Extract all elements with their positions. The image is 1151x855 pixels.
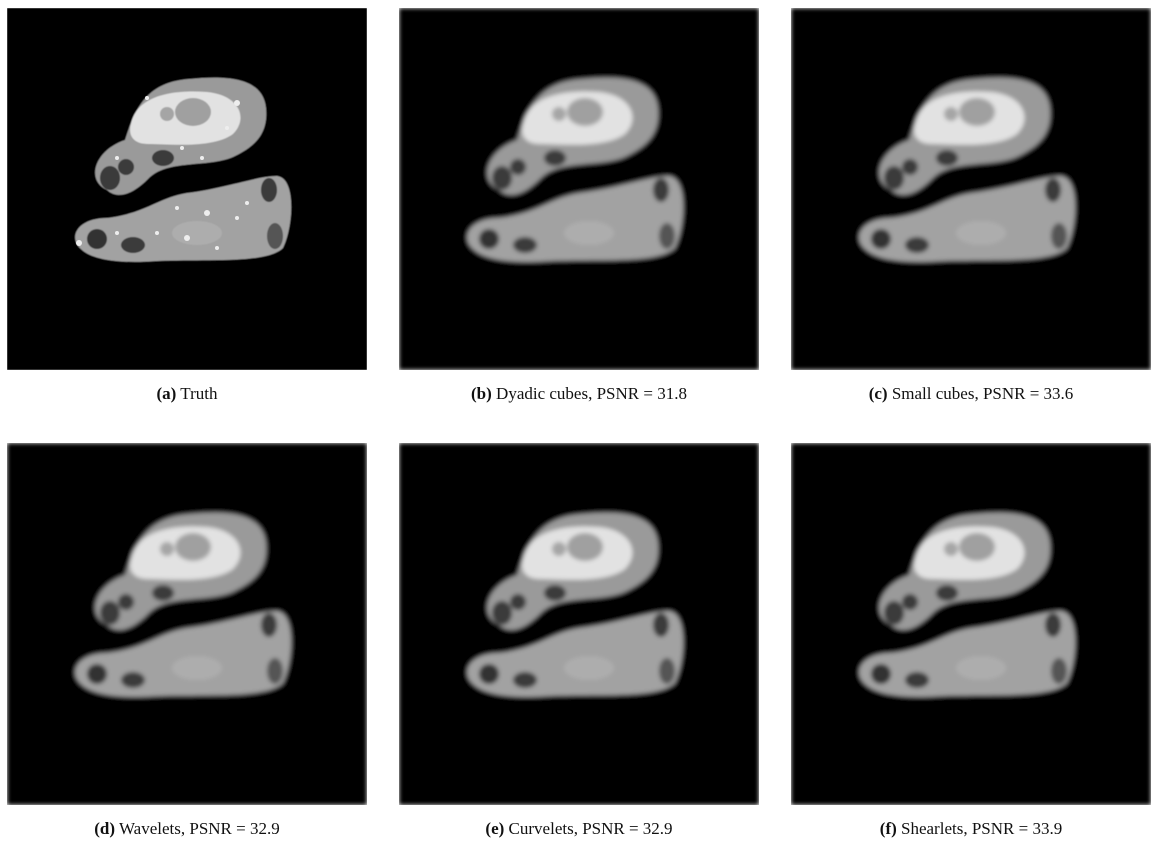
caption-text: Small cubes, PSNR = 33.6: [891, 384, 1074, 403]
label: (d): [94, 819, 116, 838]
label: (f): [879, 819, 897, 838]
image: [791, 8, 1151, 370]
panel: (d) Wavelets, PSNR = 32.9: [7, 443, 367, 839]
panel: (b) Dyadic cubes, PSNR = 31.8: [399, 8, 759, 404]
label: (b): [471, 384, 492, 403]
panel: (c) Small cubes, PSNR = 33.6: [791, 8, 1151, 404]
caption-text: Curvelets, PSNR = 32.9: [508, 819, 673, 838]
caption: (d) Wavelets, PSNR = 32.9: [7, 819, 367, 839]
panel: (a) Truth: [7, 8, 367, 404]
label: (e): [485, 819, 505, 838]
caption: (e) Curvelets, PSNR = 32.9: [399, 819, 759, 839]
caption-text: Dyadic cubes, PSNR = 31.8: [496, 384, 687, 403]
label: (c): [868, 384, 888, 403]
image: [7, 8, 367, 370]
label: (a): [156, 384, 177, 403]
caption: (c) Small cubes, PSNR = 33.6: [791, 384, 1151, 404]
panel: (f) Shearlets, PSNR = 33.9: [791, 443, 1151, 839]
image: [399, 443, 759, 805]
caption-text: Truth: [180, 384, 218, 403]
caption: (b) Dyadic cubes, PSNR = 31.8: [399, 384, 759, 404]
caption-text: Shearlets, PSNR = 33.9: [901, 819, 1063, 838]
panel: (e) Curvelets, PSNR = 32.9: [399, 443, 759, 839]
caption-text: Wavelets, PSNR = 32.9: [118, 819, 280, 838]
image: [399, 8, 759, 370]
caption: (a) Truth: [7, 384, 367, 404]
image: [7, 443, 367, 805]
image: [791, 443, 1151, 805]
caption: (f) Shearlets, PSNR = 33.9: [791, 819, 1151, 839]
